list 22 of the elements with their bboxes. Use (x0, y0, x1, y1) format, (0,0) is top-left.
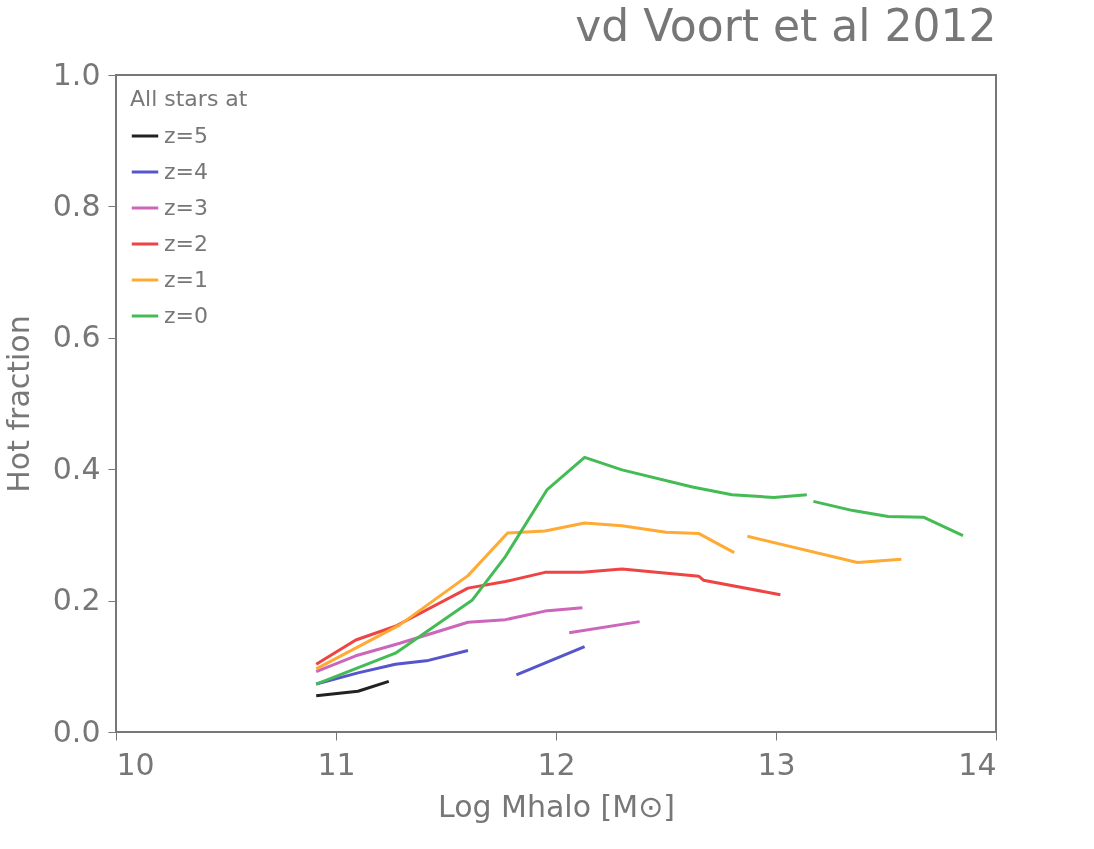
y-tick-label: 0.6 (52, 319, 101, 355)
legend-title: All stars at (130, 86, 248, 111)
x-tick-label: 12 (537, 746, 576, 782)
x-tick-label: 10 (116, 746, 155, 782)
legend-label: z=5 (164, 123, 208, 148)
y-tick-label: 0.0 (52, 713, 101, 749)
legend-label: z=0 (164, 303, 208, 328)
x-tick-label: 14 (958, 746, 997, 782)
y-tick-label: 0.4 (52, 450, 101, 486)
y-tick-label: 0.8 (52, 187, 101, 223)
y-axis-title: Hot fraction (0, 315, 36, 493)
y-tick-label: 1.0 (52, 56, 101, 92)
legend-label: z=3 (164, 195, 208, 220)
legend-label: z=1 (164, 267, 208, 292)
chart-title: vd Voort et al 2012 (575, 0, 997, 51)
legend-label: z=2 (164, 231, 208, 256)
line-series (314, 567, 782, 666)
x-tick-label: 13 (757, 746, 796, 782)
legend-label: z=4 (164, 159, 208, 184)
y-tick-label: 0.2 (52, 582, 101, 618)
x-axis-title: Log Mhalo [M⊙] (437, 788, 676, 824)
x-tick-label: 11 (317, 746, 356, 782)
